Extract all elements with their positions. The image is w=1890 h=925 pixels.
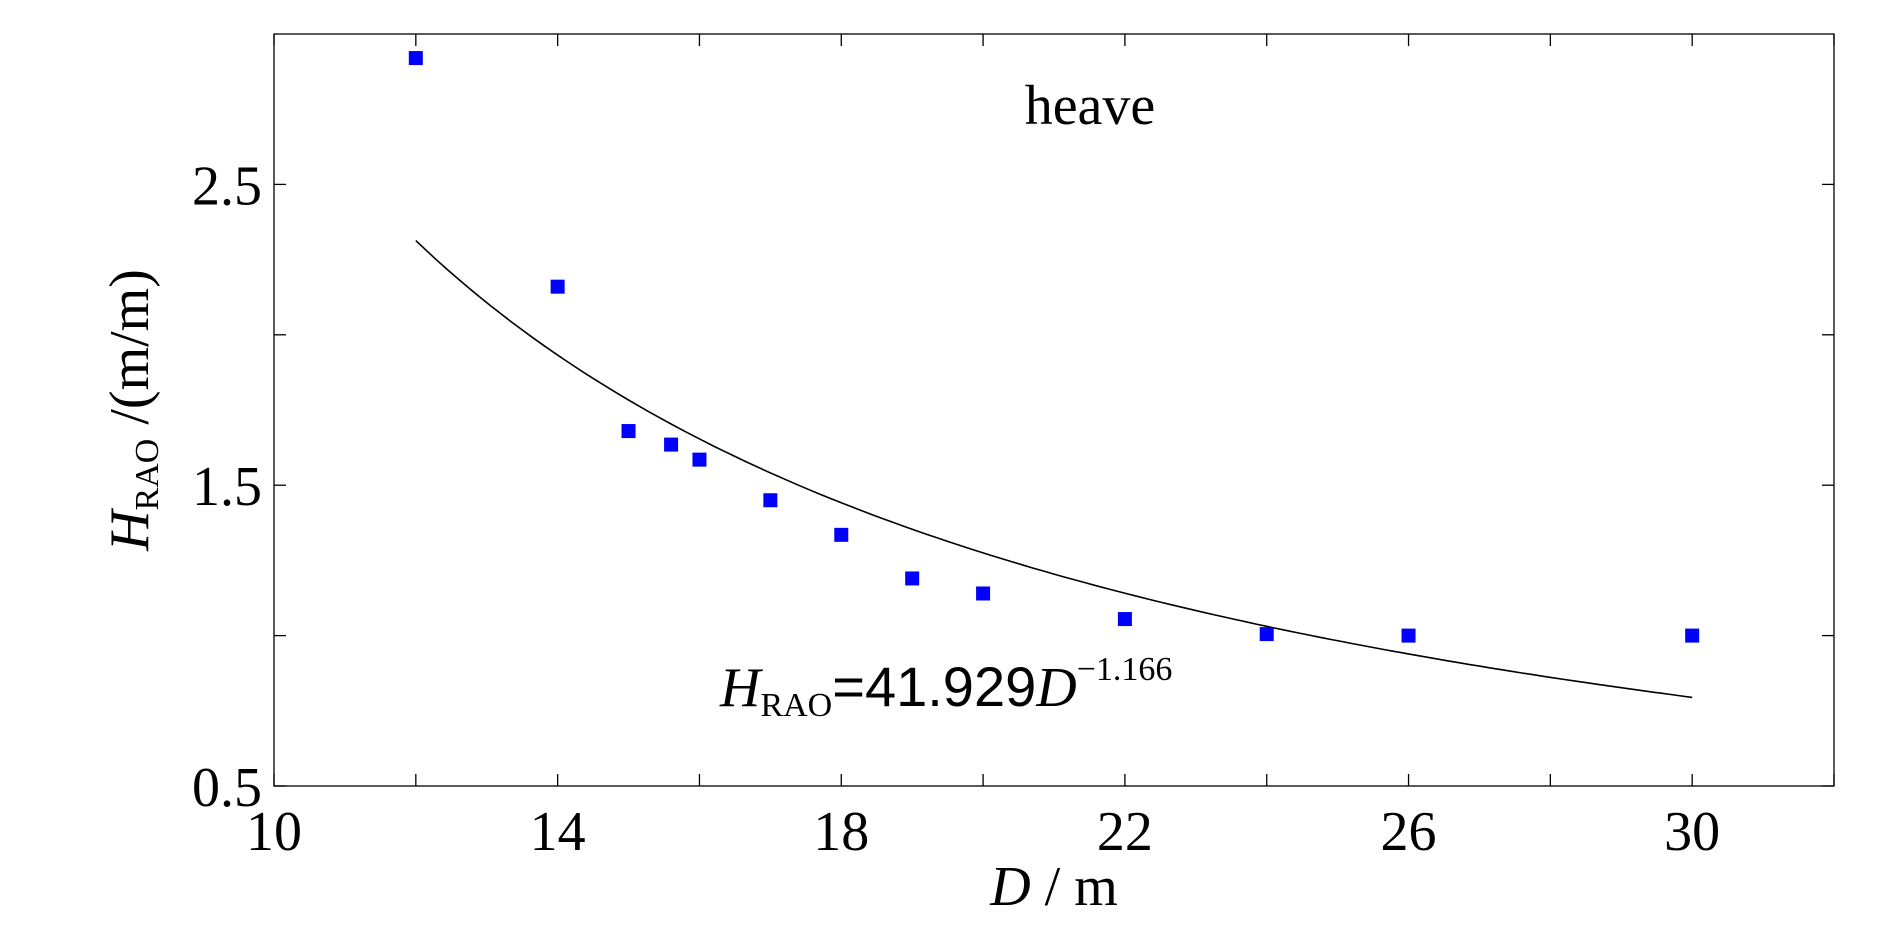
y-label-symbol: H — [99, 508, 161, 552]
y-label-subscript: RAO — [129, 439, 166, 511]
y-tick-label: 1.5 — [192, 456, 262, 518]
plot-frame — [273, 33, 1835, 787]
x-tick-label: 10 — [246, 801, 302, 863]
data-point — [621, 424, 636, 439]
eq-symbol: H — [719, 657, 763, 719]
fit-equation: HRAO=41.929D−1.166 — [719, 651, 1172, 724]
data-point — [692, 452, 707, 467]
data-point — [550, 279, 565, 294]
axis-tick-labels: 10 14 18 22 26 30 0.5 1.5 2.5 — [192, 155, 1720, 863]
y-axis-label: HRAO /(m/m) — [99, 269, 166, 552]
eq-subscript: RAO — [760, 687, 832, 724]
x-axis-label: D / m — [989, 856, 1118, 918]
data-point — [1401, 628, 1416, 643]
y-tick-label: 0.5 — [192, 757, 262, 819]
fit-curve — [415, 240, 1693, 699]
x-label-unit: / m — [1031, 856, 1118, 918]
data-points — [408, 51, 1700, 643]
y-tick-label: 2.5 — [192, 155, 262, 217]
data-point — [1685, 628, 1700, 643]
x-tick-label: 30 — [1664, 801, 1720, 863]
chart-title: heave — [1025, 75, 1156, 137]
x-tick-label: 26 — [1381, 801, 1437, 863]
x-tick-label: 18 — [813, 801, 869, 863]
data-point — [664, 437, 679, 452]
axis-ticks — [273, 34, 1835, 787]
data-point — [905, 571, 920, 586]
data-point — [976, 586, 991, 601]
eq-coef: =41.929 — [832, 655, 1036, 718]
x-tick-label: 14 — [530, 801, 586, 863]
x-tick-label: 22 — [1097, 801, 1153, 863]
eq-exponent: −1.166 — [1077, 651, 1173, 688]
data-point — [1117, 612, 1132, 627]
data-point — [763, 493, 778, 508]
data-point — [834, 527, 849, 542]
eq-var: D — [1035, 657, 1076, 719]
data-point — [408, 51, 423, 66]
data-point — [1259, 627, 1274, 642]
x-label-symbol: D — [989, 856, 1030, 918]
y-label-unit: /(m/m) — [99, 269, 161, 439]
